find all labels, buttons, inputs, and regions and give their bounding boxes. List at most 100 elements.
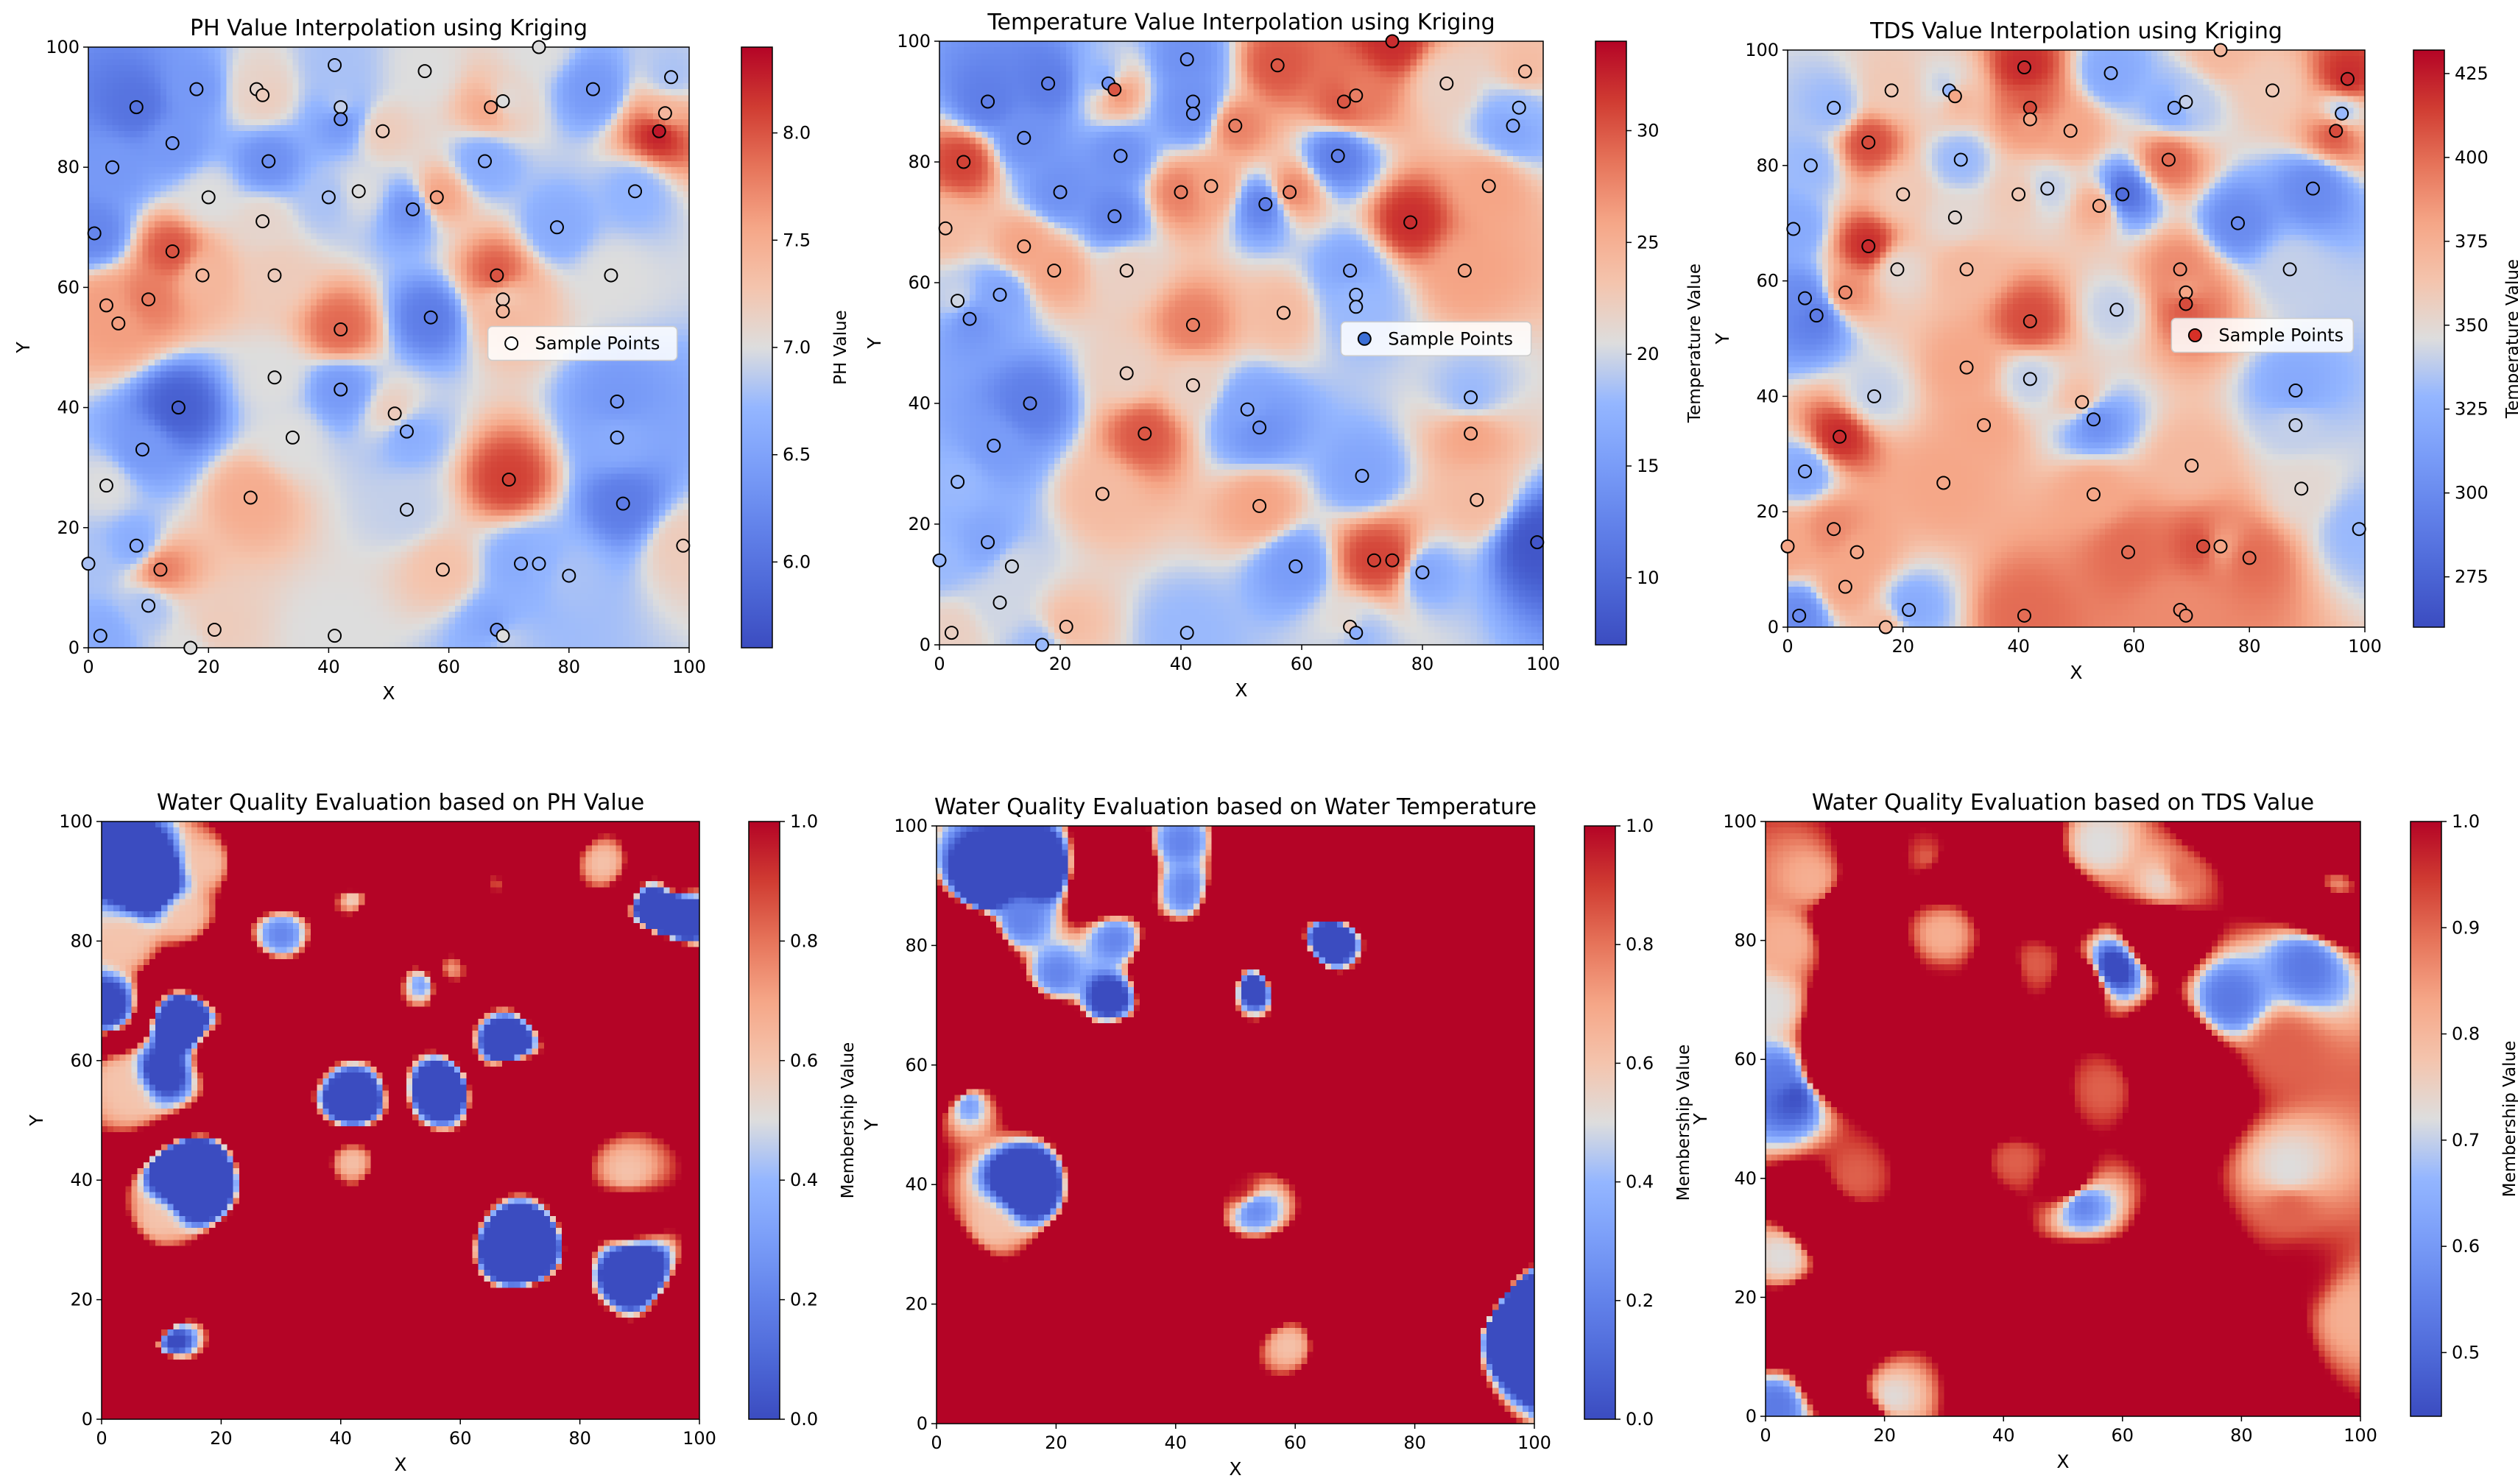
colorbar-label: Temperature Value <box>2503 259 2518 419</box>
sample-point <box>1517 64 1532 79</box>
x-tick-label: 60 <box>1284 1432 1307 1453</box>
colorbar-tick-label: 8.0 <box>783 123 811 144</box>
y-tick-label: 80 <box>70 930 93 951</box>
sample-point <box>2022 314 2037 328</box>
y-tick-label: 100 <box>894 816 928 836</box>
sample-point <box>351 184 366 199</box>
sample-point <box>81 556 96 571</box>
sample-point <box>1530 535 1545 550</box>
sample-point <box>1838 579 1852 594</box>
sample-point <box>1439 76 1454 91</box>
sample-point <box>501 473 516 487</box>
y-axis-label: Y <box>864 337 885 350</box>
panel-6: Water Quality Evaluation based on TDS Va… <box>1690 790 2518 1472</box>
sample-point <box>562 568 576 583</box>
sample-point <box>165 244 180 258</box>
sample-point <box>1464 426 1478 441</box>
sample-point <box>1798 291 1813 305</box>
sample-point <box>932 553 947 568</box>
y-tick-label: 100 <box>46 37 80 57</box>
sample-point <box>1047 264 1062 278</box>
plot-frame <box>1787 49 2366 628</box>
y-tick-label: 20 <box>1756 501 1779 522</box>
colorbar-label: Temperature Value <box>1685 264 1704 423</box>
y-tick-label: 20 <box>908 514 931 534</box>
sample-point <box>1349 300 1364 314</box>
colorbar-tick-label: 0.8 <box>2452 1024 2480 1045</box>
y-tick-label: 40 <box>70 1170 93 1190</box>
sample-point <box>267 370 282 385</box>
sample-point <box>261 154 276 169</box>
x-tick-label: 40 <box>317 657 340 677</box>
x-tick-label: 80 <box>1411 654 1434 674</box>
y-tick-label: 80 <box>905 935 928 955</box>
sample-point <box>2022 372 2037 386</box>
sample-point <box>2282 262 2297 277</box>
legend-box <box>2170 317 2355 353</box>
x-tick-label: 60 <box>1291 654 1313 674</box>
sample-point <box>423 310 438 325</box>
legend-label: Sample Points <box>2218 325 2344 346</box>
chart-title: TDS Value Interpolation using Kriging <box>1869 18 2282 44</box>
sample-points <box>81 40 691 655</box>
y-tick-label: 60 <box>908 272 931 293</box>
x-tick-label: 0 <box>82 657 94 677</box>
colorbar-tick-label: 0.0 <box>1626 1409 1654 1430</box>
x-axis-label: X <box>1229 1458 1241 1480</box>
sample-point <box>1276 305 1291 320</box>
plot-frame <box>101 821 700 1420</box>
sample-point <box>1023 396 1037 411</box>
colorbar-tick-label: 0.9 <box>2452 917 2480 938</box>
sample-point <box>616 496 630 511</box>
sample-point <box>2288 384 2303 398</box>
sample-point <box>1349 88 1364 103</box>
sample-point <box>1017 130 1031 145</box>
colorbar-label: PH Value <box>831 310 850 385</box>
colorbar-tick-label: 1.0 <box>2452 811 2480 832</box>
sample-point <box>478 154 493 169</box>
colorbar <box>2413 49 2445 628</box>
sample-point <box>1884 83 1899 98</box>
y-tick-label: 80 <box>1756 155 1779 176</box>
sample-point <box>183 640 198 655</box>
chart-title: Water Quality Evaluation based on PH Val… <box>157 790 644 816</box>
sample-point <box>87 226 102 241</box>
legend-label: Sample Points <box>1388 328 1513 349</box>
sample-point <box>1953 152 1968 167</box>
y-tick-label: 0 <box>917 1413 928 1434</box>
colorbar <box>741 46 773 649</box>
sample-point <box>1464 390 1478 405</box>
sample-point <box>532 40 546 54</box>
sample-point <box>1890 262 1905 277</box>
y-tick-label: 0 <box>82 1409 93 1430</box>
sample-point <box>1258 197 1273 211</box>
colorbar-tick-label: 300 <box>2455 483 2489 504</box>
sample-point <box>1283 185 1297 199</box>
sample-point <box>1861 239 1876 254</box>
x-tick-label: 100 <box>1517 1432 1551 1453</box>
colorbar-label: Membership Value <box>839 1042 858 1199</box>
x-axis-label: X <box>2070 662 2082 683</box>
sample-point <box>1809 308 1824 323</box>
x-tick-label: 80 <box>2238 636 2261 657</box>
sample-point <box>1947 210 1962 225</box>
sample-point <box>429 190 444 205</box>
colorbar-tick-label: 0.2 <box>1626 1290 1654 1311</box>
colorbar-tick-label: 325 <box>2455 399 2489 420</box>
colorbar-tick-label: 15 <box>1637 456 1660 476</box>
sample-point <box>610 430 624 445</box>
sample-point <box>153 562 168 577</box>
y-tick-label: 100 <box>59 811 93 832</box>
y-axis-label: Y <box>861 1119 882 1131</box>
sample-point <box>189 82 204 96</box>
sample-point <box>992 596 1007 610</box>
legend: Sample Points <box>1340 321 1532 357</box>
sample-point <box>1270 58 1285 73</box>
sample-point <box>496 629 510 643</box>
x-tick-label: 80 <box>568 1428 591 1449</box>
heatmap-image <box>1766 822 2360 1416</box>
sample-point <box>1947 89 1962 104</box>
sample-point <box>1041 76 1056 91</box>
sample-point <box>987 438 1001 453</box>
sample-point <box>2329 124 2344 138</box>
